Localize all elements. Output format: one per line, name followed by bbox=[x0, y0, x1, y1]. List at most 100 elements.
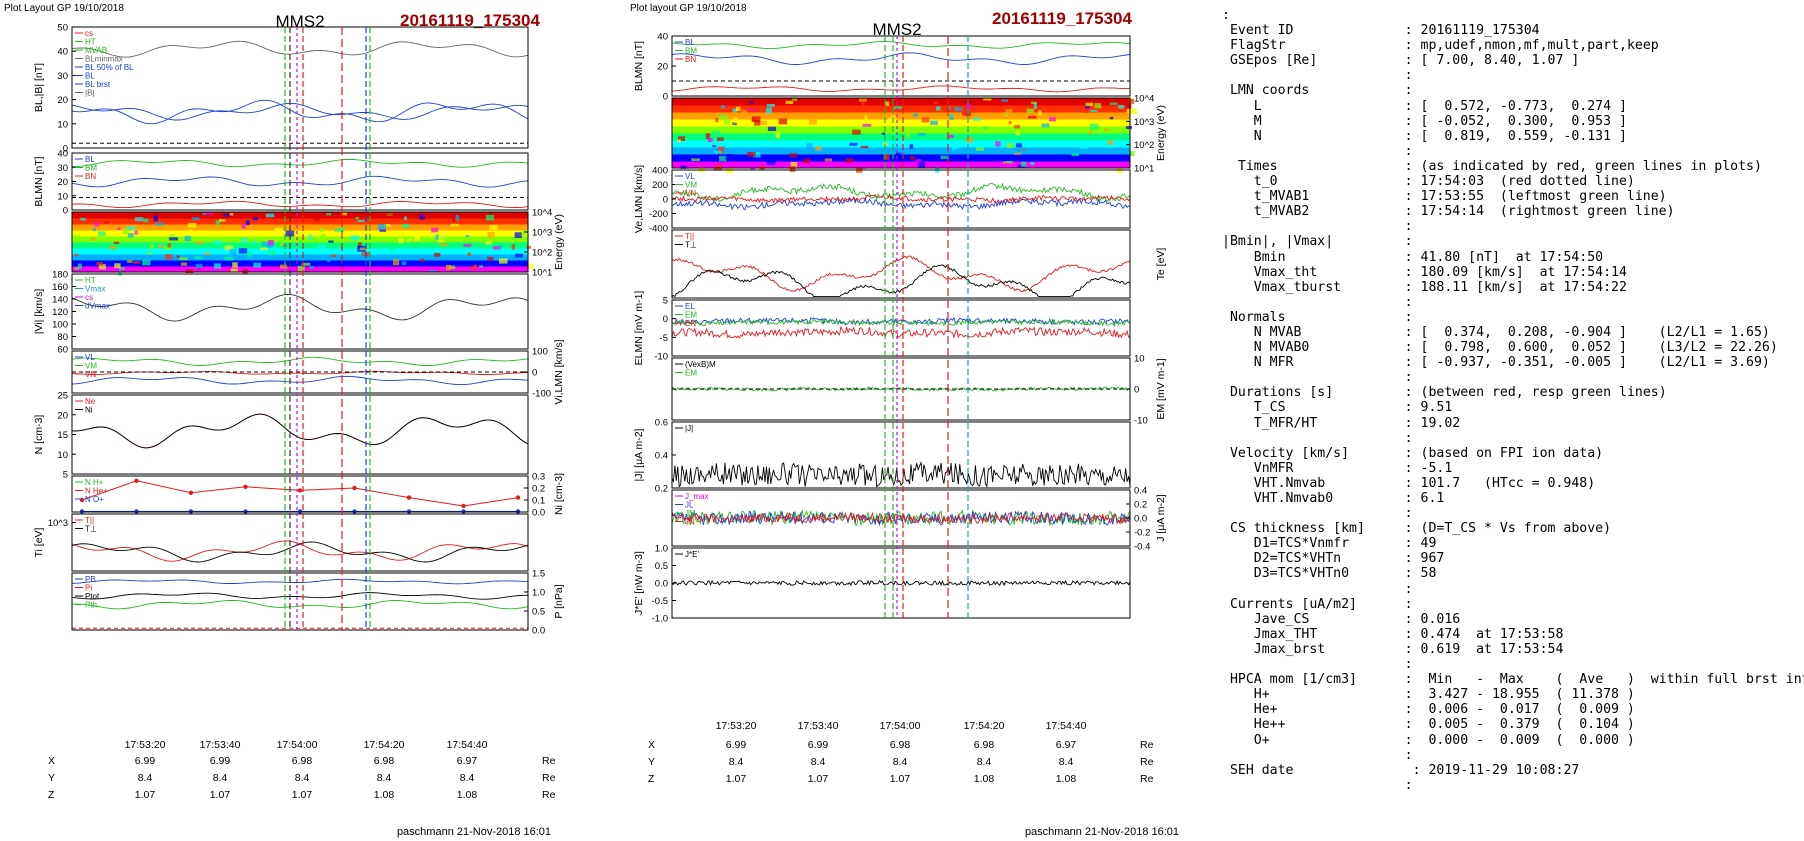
spectrogram-speckle bbox=[1013, 125, 1021, 129]
spectrogram-speckle bbox=[383, 224, 391, 227]
density-point bbox=[461, 503, 466, 509]
spectrogram-band bbox=[672, 154, 1130, 162]
spectrogram-speckle bbox=[142, 260, 151, 266]
spectrogram-speckle bbox=[111, 248, 116, 252]
legend-entry: J*E' bbox=[685, 550, 699, 559]
spectrogram-speckle bbox=[429, 269, 436, 273]
spectrogram-speckle bbox=[90, 237, 96, 241]
right-title: MMS2 bbox=[872, 20, 921, 39]
spectrogram-speckle bbox=[77, 263, 82, 269]
series-line bbox=[671, 85, 1130, 93]
y-axis-label: BLMN [nT] bbox=[633, 41, 645, 91]
ephem-label: Z bbox=[48, 789, 55, 801]
y-axis-label: Vi,LMN [km/s] bbox=[553, 339, 565, 404]
y-axis-label: Ni [cm-3] bbox=[553, 473, 565, 515]
bmin: 41.80 [nT] at 17:54:50 bbox=[1420, 249, 1604, 265]
y-tick-label: 5 bbox=[663, 296, 668, 307]
legend-entry: BL 50% of BL bbox=[85, 63, 134, 72]
density-point bbox=[188, 490, 194, 495]
n-mvab0: [ 0.798, 0.600, 0.052 ] (L3/L2 = 22.26) bbox=[1420, 340, 1778, 356]
spectrogram-speckle bbox=[677, 139, 681, 143]
spectrogram-band bbox=[672, 126, 1130, 134]
spectrogram-speckle bbox=[260, 247, 268, 251]
spectrogram-speckle bbox=[252, 217, 259, 221]
y-axis-label: |Vi| [km/s] bbox=[33, 289, 45, 335]
y-tick-label: -0.2 bbox=[1134, 528, 1150, 539]
spectrogram-speckle bbox=[862, 124, 872, 127]
spectrogram-speckle bbox=[1021, 161, 1027, 167]
spectrogram-speckle bbox=[187, 223, 197, 228]
spectrogram-band bbox=[72, 254, 528, 261]
y-tick-label: 20 bbox=[657, 62, 668, 73]
legend-entry: HT bbox=[85, 276, 96, 285]
spectrogram-speckle bbox=[147, 251, 153, 255]
series-line bbox=[671, 264, 1131, 298]
legend-entry: PB bbox=[85, 575, 96, 584]
n-mfr: [ -0.937, -0.351, -0.005 ] (L2/L1 = 3.69… bbox=[1420, 355, 1770, 371]
vnmfr: -5.1 bbox=[1420, 460, 1453, 476]
y-tick-label: 400 bbox=[652, 166, 668, 177]
spectrogram-speckle bbox=[1109, 116, 1114, 120]
spectrogram-speckle bbox=[751, 116, 761, 123]
y-axis-label: |J| [μA m-2] bbox=[633, 428, 645, 481]
y-tick-label: 10^2 bbox=[1134, 140, 1154, 151]
times-label: Times bbox=[1237, 158, 1278, 174]
y-tick-label: 40 bbox=[57, 149, 68, 160]
spectrogram-speckle bbox=[754, 120, 761, 126]
density-point bbox=[297, 488, 303, 493]
plot-row: Te [eV] T||T⊥ bbox=[671, 229, 1167, 299]
spectrogram-speckle bbox=[777, 126, 782, 131]
spectrogram-speckle bbox=[122, 228, 129, 234]
vht-nmvab0: 6.1 bbox=[1420, 491, 1445, 506]
t-mvab1: 17:53:55 (leftmost green line) bbox=[1420, 189, 1667, 205]
spectrogram-speckle bbox=[949, 114, 956, 118]
spectrogram-speckle bbox=[961, 114, 966, 120]
ephem-value: 8.4 bbox=[213, 772, 228, 784]
series-line bbox=[671, 255, 1131, 292]
legend-entry: T⊥ bbox=[685, 241, 697, 250]
spectrogram-speckle bbox=[1125, 126, 1133, 129]
y-tick-label: 0.1 bbox=[532, 496, 545, 507]
y-tick-label: 10^3 bbox=[48, 518, 68, 529]
legend-entry: N He+ bbox=[85, 487, 108, 496]
spectrogram-speckle bbox=[74, 253, 79, 256]
spectrogram-speckle bbox=[195, 241, 204, 245]
series-line bbox=[71, 102, 529, 121]
event-id-label: Event ID bbox=[1229, 23, 1294, 39]
right-time-tick: 17:54:40 bbox=[1046, 720, 1087, 732]
spectrogram-speckle bbox=[934, 101, 939, 105]
series-line bbox=[71, 356, 529, 366]
spectrogram-speckle bbox=[117, 227, 121, 230]
spectrogram-band bbox=[72, 248, 528, 255]
ephem-unit: Re bbox=[542, 772, 556, 784]
series-line bbox=[72, 599, 529, 610]
spectrogram-speckle bbox=[965, 137, 974, 143]
spectrogram-speckle bbox=[189, 229, 194, 233]
ephem-value: 6.99 bbox=[726, 739, 747, 751]
spectrogram-speckle bbox=[377, 224, 387, 230]
spectrogram-speckle bbox=[465, 235, 470, 238]
ephem-unit: Re bbox=[542, 789, 556, 801]
d2: 967 bbox=[1420, 551, 1445, 567]
spectrogram-speckle bbox=[1006, 160, 1014, 163]
ephem-unit: Re bbox=[1140, 756, 1154, 768]
spectrogram-speckle bbox=[760, 121, 768, 126]
series-line bbox=[71, 99, 529, 125]
legend-entry: BL bbox=[85, 72, 95, 81]
spectrogram-speckle bbox=[808, 118, 817, 125]
spectrogram-speckle bbox=[775, 132, 781, 139]
legend-entry: VN bbox=[85, 370, 96, 379]
right-event: 20161119_175304 bbox=[992, 9, 1132, 28]
spectrogram-speckle bbox=[204, 252, 210, 256]
left-ephemeris: X 6.99 6.99 6.98 6.98 6.97 Re Y 8.4 8.4 … bbox=[48, 755, 556, 801]
y-tick-label: 0.2 bbox=[655, 484, 668, 495]
spectrogram-speckle bbox=[469, 266, 474, 270]
y-tick-label: 1.0 bbox=[655, 544, 668, 555]
y-axis-label: Te [eV] bbox=[1155, 248, 1167, 281]
legend-entry: JM bbox=[685, 509, 696, 518]
spectrogram-speckle bbox=[983, 98, 992, 101]
spectrogram-speckle bbox=[882, 142, 889, 146]
